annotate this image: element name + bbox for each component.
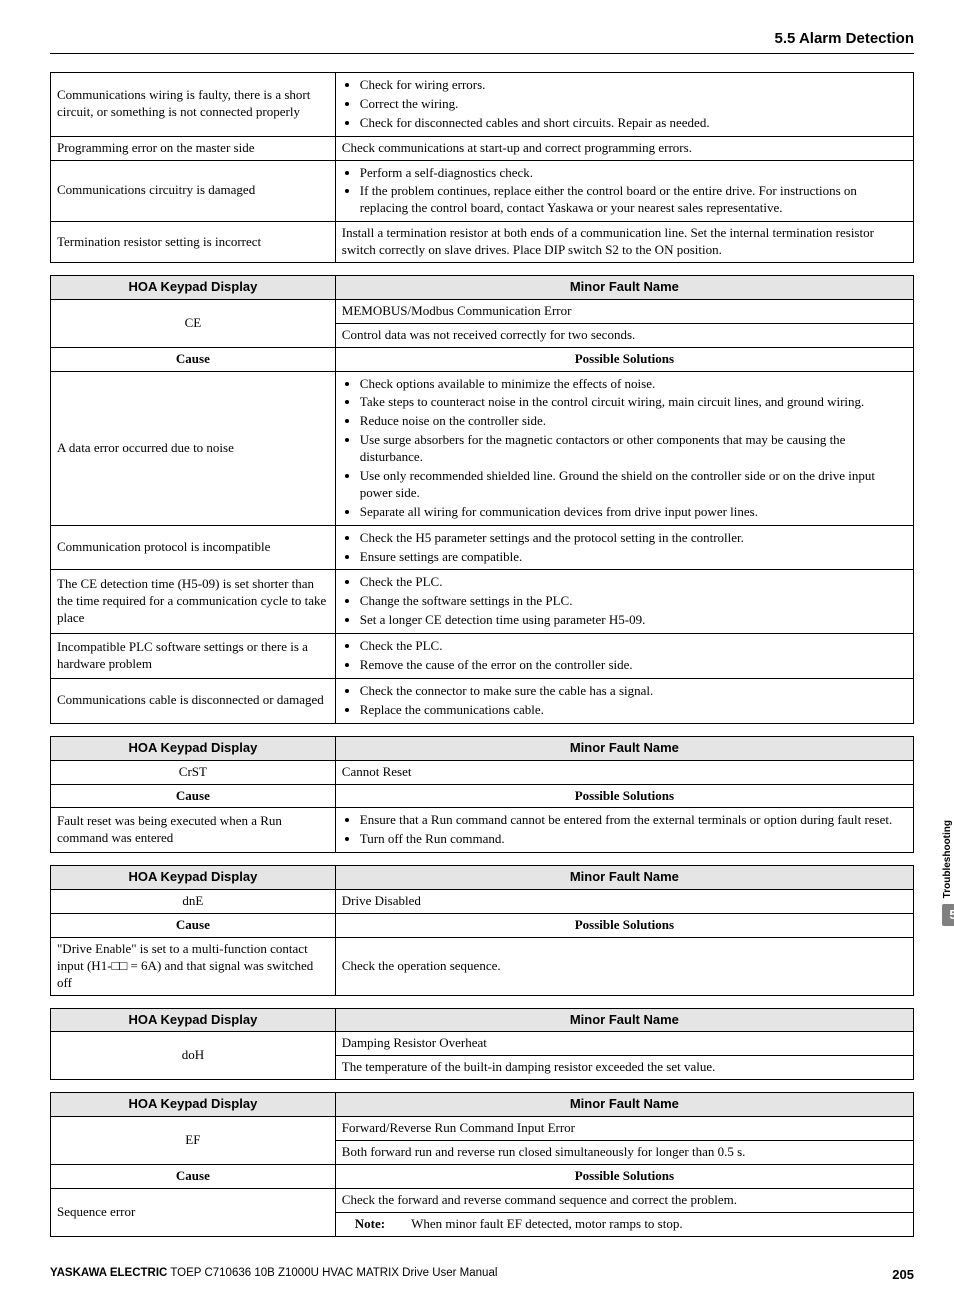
- solution-item: Correct the wiring.: [360, 95, 907, 114]
- hoa-header: HOA Keypad Display: [51, 276, 336, 300]
- cause-cell: Programming error on the master side: [51, 136, 336, 160]
- table-doh: HOA Keypad Display Minor Fault Name doH …: [50, 1008, 914, 1081]
- solution-item: Check for wiring errors.: [360, 76, 907, 95]
- fault-name: Damping Resistor Overheat: [335, 1032, 913, 1056]
- solutions-header: Possible Solutions: [335, 1164, 913, 1188]
- fault-name: MEMOBUS/Modbus Communication Error: [335, 299, 913, 323]
- section-header: 5.5 Alarm Detection: [50, 30, 914, 54]
- minor-fault-header: Minor Fault Name: [335, 736, 913, 760]
- solution-item: Take steps to counteract noise in the co…: [360, 393, 907, 412]
- cause-cell: Fault reset was being executed when a Ru…: [51, 808, 336, 853]
- table-dne: HOA Keypad Display Minor Fault Name dnE …: [50, 865, 914, 995]
- solution-item: Check the H5 parameter settings and the …: [360, 529, 907, 548]
- cause-cell: Termination resistor setting is incorrec…: [51, 222, 336, 263]
- fault-desc: Control data was not received correctly …: [335, 323, 913, 347]
- solution-cell: Ensure that a Run command cannot be ente…: [335, 808, 913, 853]
- cause-cell: The CE detection time (H5-09) is set sho…: [51, 570, 336, 634]
- cause-cell: Communications circuitry is damaged: [51, 160, 336, 222]
- footer-brand: YASKAWA ELECTRIC: [50, 1267, 167, 1279]
- hoa-header: HOA Keypad Display: [51, 1008, 336, 1032]
- table-ef: HOA Keypad Display Minor Fault Name EF F…: [50, 1092, 914, 1236]
- solution-item: If the problem continues, replace either…: [360, 182, 907, 218]
- side-tab: Troubleshooting 5: [942, 820, 954, 926]
- solution-item: Set a longer CE detection time using par…: [360, 611, 907, 630]
- solution-cell: Check the H5 parameter settings and the …: [335, 525, 913, 570]
- fault-code: EF: [51, 1117, 336, 1165]
- solution-cell: Check the operation sequence.: [335, 937, 913, 995]
- solution-item: Replace the communications cable.: [360, 701, 907, 720]
- solution-item: Check options available to minimize the …: [360, 375, 907, 394]
- solution-item: Change the software settings in the PLC.: [360, 592, 907, 611]
- hoa-header: HOA Keypad Display: [51, 736, 336, 760]
- minor-fault-header: Minor Fault Name: [335, 1093, 913, 1117]
- cause-header: Cause: [51, 347, 336, 371]
- solution-item: Turn off the Run command.: [360, 830, 907, 849]
- fault-code: dnE: [51, 890, 336, 914]
- fault-code: doH: [51, 1032, 336, 1080]
- solution-cell: Check the forward and reverse command se…: [335, 1188, 913, 1212]
- solution-cell: Check communications at start-up and cor…: [335, 136, 913, 160]
- table-ce: HOA Keypad Display Minor Fault Name CE M…: [50, 275, 914, 724]
- page-number: 205: [892, 1267, 914, 1282]
- cause-cell: Communications wiring is faulty, there i…: [51, 73, 336, 137]
- note-label: Note:: [355, 1216, 385, 1231]
- table-crst: HOA Keypad Display Minor Fault Name CrST…: [50, 736, 914, 853]
- solution-item: Check the connector to make sure the cab…: [360, 682, 907, 701]
- solution-cell: Check the connector to make sure the cab…: [335, 678, 913, 723]
- solution-cell: Check the PLC. Remove the cause of the e…: [335, 634, 913, 679]
- solution-item: Remove the cause of the error on the con…: [360, 656, 907, 675]
- solution-item: Check the PLC.: [360, 573, 907, 592]
- chapter-badge: 5: [942, 904, 954, 926]
- note-text: When minor fault EF detected, motor ramp…: [411, 1216, 683, 1231]
- solution-item: Use surge absorbers for the magnetic con…: [360, 431, 907, 467]
- note-cell: Note: When minor fault EF detected, moto…: [335, 1212, 913, 1236]
- cause-cell: A data error occurred due to noise: [51, 371, 336, 525]
- solution-cell: Check for wiring errors. Correct the wir…: [335, 73, 913, 137]
- table-fragment-top: Communications wiring is faulty, there i…: [50, 72, 914, 263]
- solution-item: Check the PLC.: [360, 637, 907, 656]
- solutions-header: Possible Solutions: [335, 913, 913, 937]
- solution-item: Check for disconnected cables and short …: [360, 114, 907, 133]
- solutions-header: Possible Solutions: [335, 347, 913, 371]
- page-container: 5.5 Alarm Detection Communications wirin…: [0, 0, 954, 1302]
- side-label: Troubleshooting: [942, 820, 953, 898]
- fault-name: Drive Disabled: [335, 890, 913, 914]
- solution-item: Reduce noise on the controller side.: [360, 412, 907, 431]
- cause-cell: Communications cable is disconnected or …: [51, 678, 336, 723]
- hoa-header: HOA Keypad Display: [51, 1093, 336, 1117]
- solutions-header: Possible Solutions: [335, 784, 913, 808]
- footer-doc: TOEP C710636 10B Z1000U HVAC MATRIX Driv…: [170, 1267, 497, 1279]
- solution-cell: Perform a self-diagnostics check. If the…: [335, 160, 913, 222]
- solution-cell: Check the PLC. Change the software setti…: [335, 570, 913, 634]
- page-footer: YASKAWA ELECTRIC TOEP C710636 10B Z1000U…: [50, 1267, 914, 1282]
- cause-header: Cause: [51, 913, 336, 937]
- fault-name: Forward/Reverse Run Command Input Error: [335, 1117, 913, 1141]
- cause-cell: Sequence error: [51, 1188, 336, 1236]
- solution-item: Use only recommended shielded line. Grou…: [360, 467, 907, 503]
- fault-code: CE: [51, 299, 336, 347]
- fault-name: Cannot Reset: [335, 760, 913, 784]
- solution-item: Ensure settings are compatible.: [360, 548, 907, 567]
- solution-item: Separate all wiring for communication de…: [360, 503, 907, 522]
- minor-fault-header: Minor Fault Name: [335, 866, 913, 890]
- fault-desc: Both forward run and reverse run closed …: [335, 1140, 913, 1164]
- cause-cell: Incompatible PLC software settings or th…: [51, 634, 336, 679]
- minor-fault-header: Minor Fault Name: [335, 1008, 913, 1032]
- hoa-header: HOA Keypad Display: [51, 866, 336, 890]
- solution-cell: Install a termination resistor at both e…: [335, 222, 913, 263]
- solution-item: Ensure that a Run command cannot be ente…: [360, 811, 907, 830]
- cause-header: Cause: [51, 1164, 336, 1188]
- minor-fault-header: Minor Fault Name: [335, 276, 913, 300]
- solution-cell: Check options available to minimize the …: [335, 371, 913, 525]
- fault-code: CrST: [51, 760, 336, 784]
- footer-doc-info: YASKAWA ELECTRIC TOEP C710636 10B Z1000U…: [50, 1267, 497, 1282]
- cause-cell: Communication protocol is incompatible: [51, 525, 336, 570]
- cause-header: Cause: [51, 784, 336, 808]
- solution-item: Perform a self-diagnostics check.: [360, 164, 907, 183]
- cause-cell: "Drive Enable" is set to a multi-functio…: [51, 937, 336, 995]
- fault-desc: The temperature of the built-in damping …: [335, 1056, 913, 1080]
